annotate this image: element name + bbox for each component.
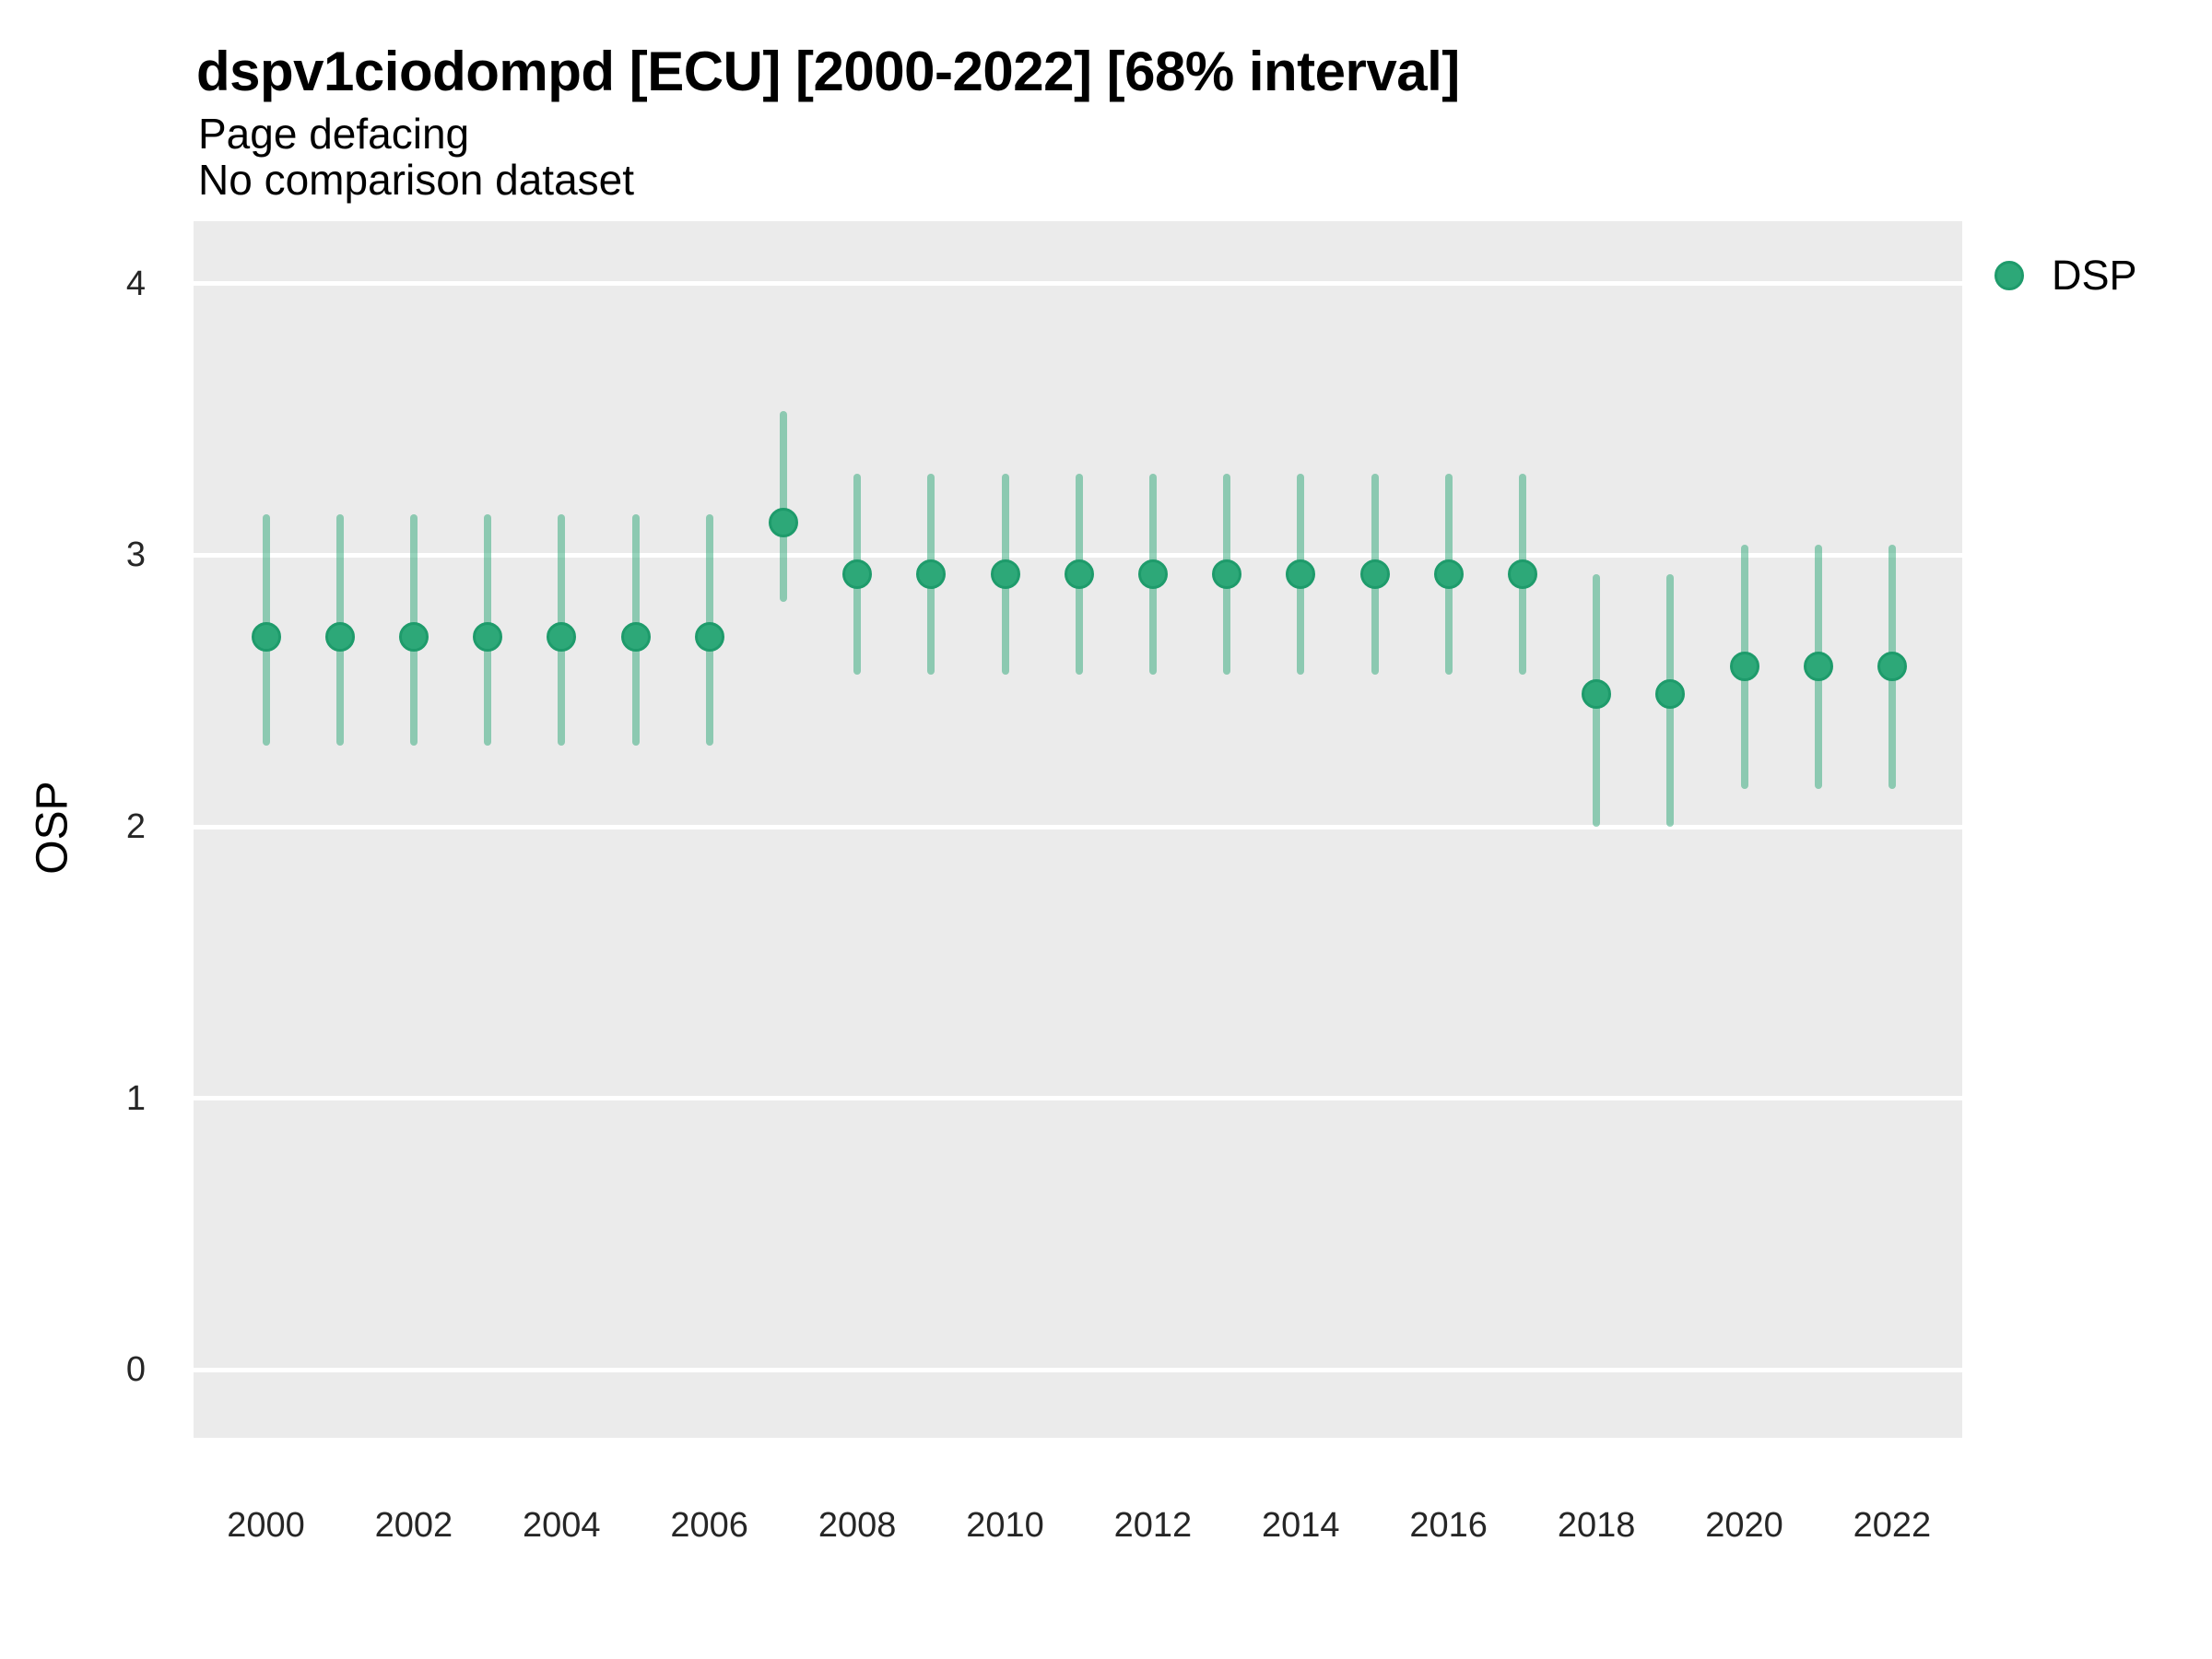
data-point-2003 <box>473 621 503 652</box>
data-point-2006 <box>694 621 724 652</box>
data-point-2012 <box>1137 559 1168 590</box>
chart-subtitle-line2: No comparison dataset <box>198 156 635 204</box>
x-tick-label-2002: 2002 <box>374 1506 453 1545</box>
data-point-2001 <box>324 621 355 652</box>
interval-bar-2007 <box>779 411 787 602</box>
x-tick-label-2014: 2014 <box>1262 1506 1340 1545</box>
y-tick-label-4: 4 <box>125 264 146 303</box>
data-point-2010 <box>990 559 1020 590</box>
gridline-y-4 <box>194 281 1962 287</box>
chart-subtitle-line1: Page defacing <box>198 110 470 158</box>
data-point-2020 <box>1729 652 1759 682</box>
data-point-2000 <box>251 621 281 652</box>
data-point-2015 <box>1359 559 1390 590</box>
x-tick-label-2010: 2010 <box>966 1506 1044 1545</box>
data-point-2016 <box>1433 559 1464 590</box>
gridline-y-0 <box>194 1367 1962 1372</box>
data-point-2004 <box>547 621 577 652</box>
x-tick-label-2006: 2006 <box>670 1506 748 1545</box>
data-point-2011 <box>1064 559 1094 590</box>
plot-panel <box>194 221 1962 1438</box>
data-point-2002 <box>398 621 429 652</box>
x-tick-label-2022: 2022 <box>1853 1506 1932 1545</box>
data-point-2008 <box>842 559 873 590</box>
data-point-2019 <box>1655 678 1686 709</box>
legend-marker-dot <box>1994 261 2024 290</box>
x-tick-label-2016: 2016 <box>1409 1506 1488 1545</box>
x-tick-label-2004: 2004 <box>523 1506 601 1545</box>
x-tick-label-2020: 2020 <box>1705 1506 1783 1545</box>
legend-label: DSP <box>2052 252 2137 299</box>
y-tick-label-0: 0 <box>125 1350 146 1390</box>
data-point-2013 <box>1212 559 1242 590</box>
data-point-2007 <box>768 508 798 538</box>
data-point-2009 <box>916 559 947 590</box>
gridline-y-2 <box>194 824 1962 830</box>
y-tick-label-2: 2 <box>125 807 146 847</box>
data-point-2017 <box>1507 559 1537 590</box>
chart-title: dspv1ciodompd [ECU] [2000-2022] [68% int… <box>196 41 1460 102</box>
x-tick-label-2012: 2012 <box>1113 1506 1193 1545</box>
gridline-y-1 <box>194 1096 1962 1101</box>
y-tick-label-1: 1 <box>125 1078 146 1118</box>
data-point-2014 <box>1286 559 1316 590</box>
y-tick-label-3: 3 <box>125 535 146 575</box>
data-point-2021 <box>1803 652 1833 682</box>
data-point-2005 <box>620 621 651 652</box>
data-point-2022 <box>1877 652 1907 682</box>
x-tick-label-2000: 2000 <box>227 1506 305 1545</box>
x-tick-label-2018: 2018 <box>1557 1506 1636 1545</box>
x-tick-label-2008: 2008 <box>818 1506 897 1545</box>
data-point-2018 <box>1582 678 1612 709</box>
